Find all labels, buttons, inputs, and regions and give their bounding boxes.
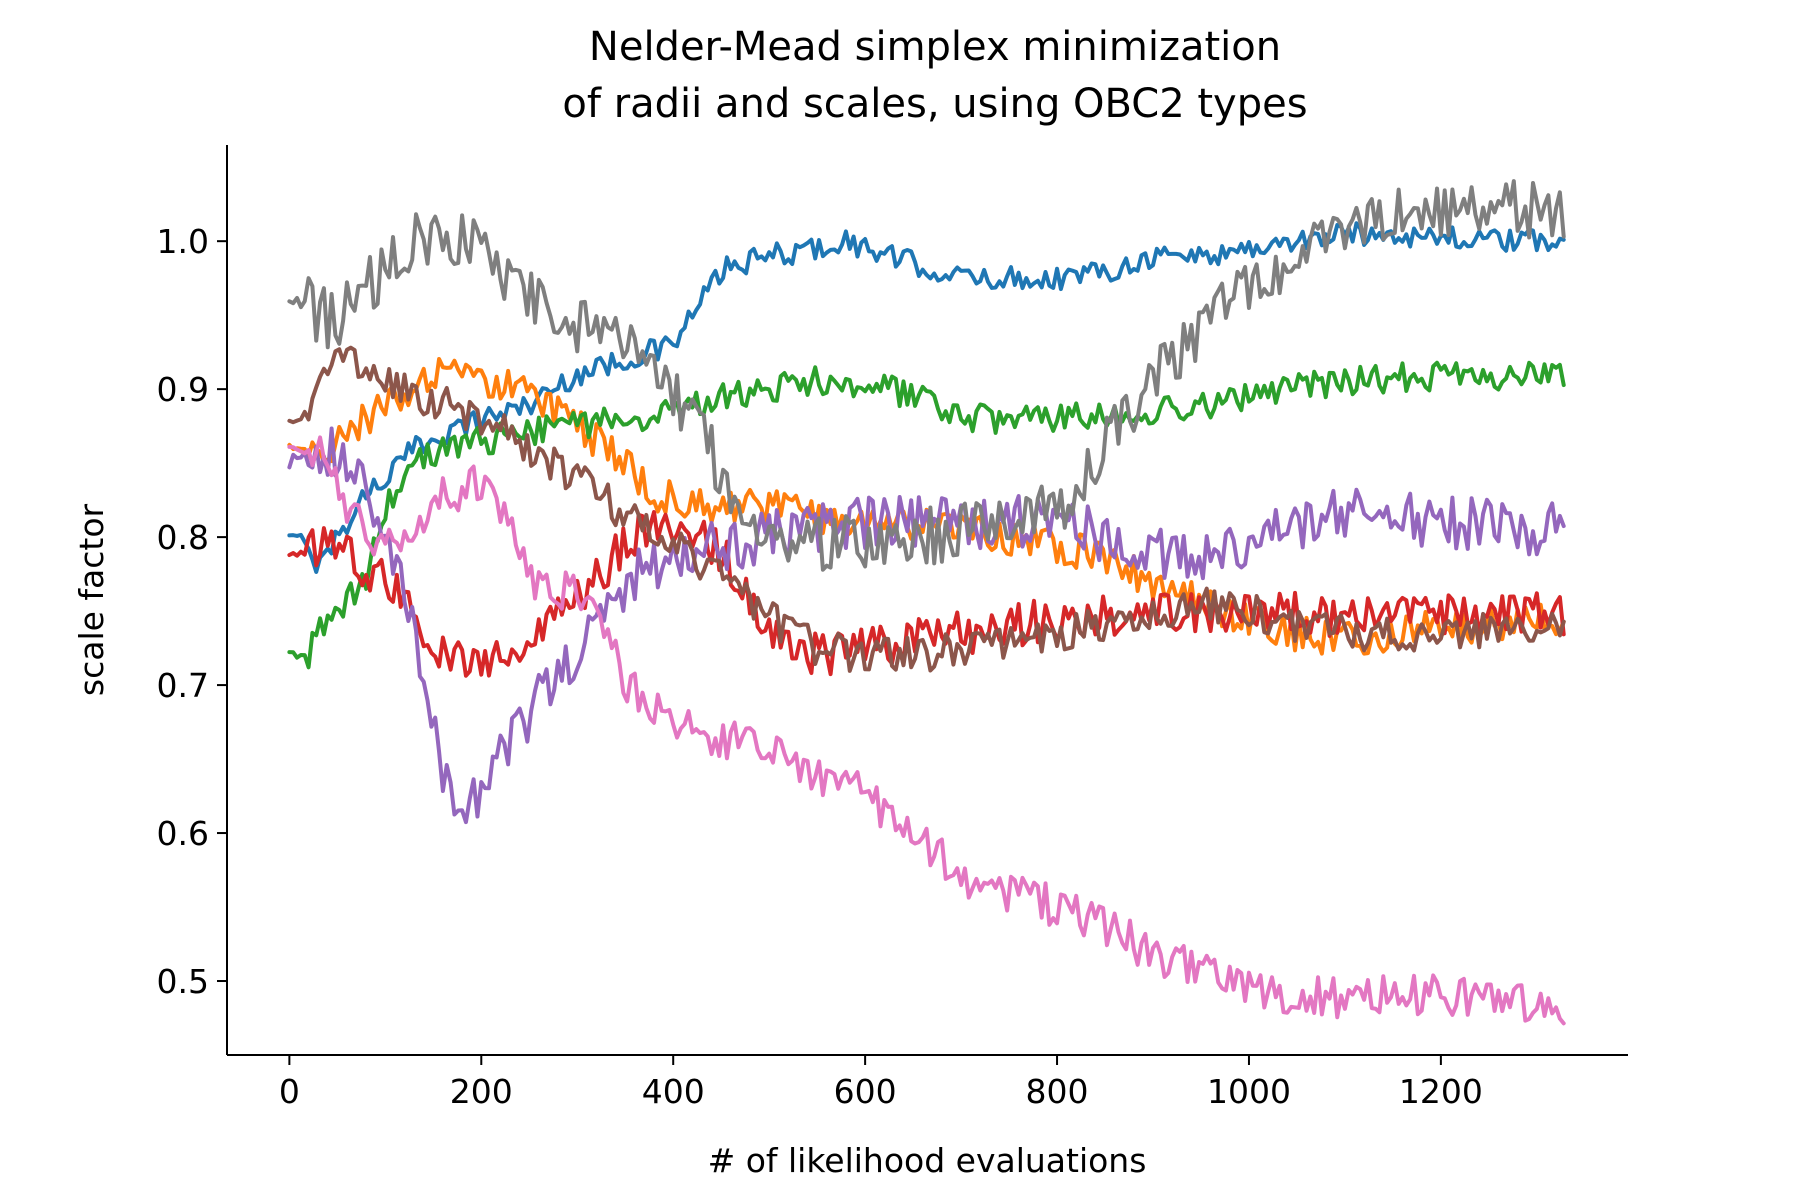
y-tick-label: 0.8 (157, 518, 209, 557)
x-tick-label: 800 (1026, 1072, 1089, 1111)
y-tick-label: 0.9 (157, 370, 209, 409)
y-tick-label: 0.5 (157, 962, 209, 1001)
x-tick-label: 400 (642, 1072, 705, 1111)
y-tick-label: 0.6 (157, 814, 209, 853)
series-line (287, 221, 1566, 574)
x-axis-ticks: 0 200 400 600 800 1000 1200 (279, 1055, 1483, 1111)
axes (226, 145, 1628, 1056)
x-tick-label: 1200 (1399, 1072, 1483, 1111)
series-layer (287, 179, 1566, 1026)
chart-title: Nelder-Mead simplex minimization of radi… (562, 24, 1307, 127)
y-tick-label: 0.7 (157, 666, 209, 705)
series-line (287, 510, 1566, 678)
y-axis-label: scale factor (72, 503, 111, 696)
x-tick-label: 200 (450, 1072, 513, 1111)
series-line (287, 435, 1566, 1026)
chart-title-line-2: of radii and scales, using OBC2 types (562, 81, 1307, 127)
x-tick-label: 0 (279, 1072, 300, 1111)
x-tick-label: 1000 (1207, 1072, 1291, 1111)
series-line (287, 426, 1566, 825)
y-tick-label: 1.0 (157, 222, 209, 261)
y-axis-ticks: 0.5 0.6 0.7 0.8 0.9 1.0 (157, 222, 227, 1001)
x-axis-label: # of likelihood evaluations (708, 1141, 1147, 1180)
x-tick-label: 600 (834, 1072, 897, 1111)
series-line (287, 345, 1566, 673)
series-line (287, 179, 1566, 572)
chart-title-line-1: Nelder-Mead simplex minimization (589, 24, 1281, 70)
